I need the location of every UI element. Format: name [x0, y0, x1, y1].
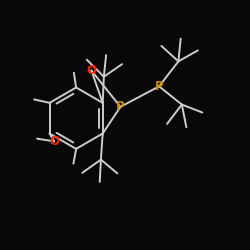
- Text: O: O: [49, 135, 59, 148]
- Text: O: O: [86, 64, 96, 77]
- Text: P: P: [116, 100, 125, 113]
- Text: P: P: [155, 80, 164, 93]
